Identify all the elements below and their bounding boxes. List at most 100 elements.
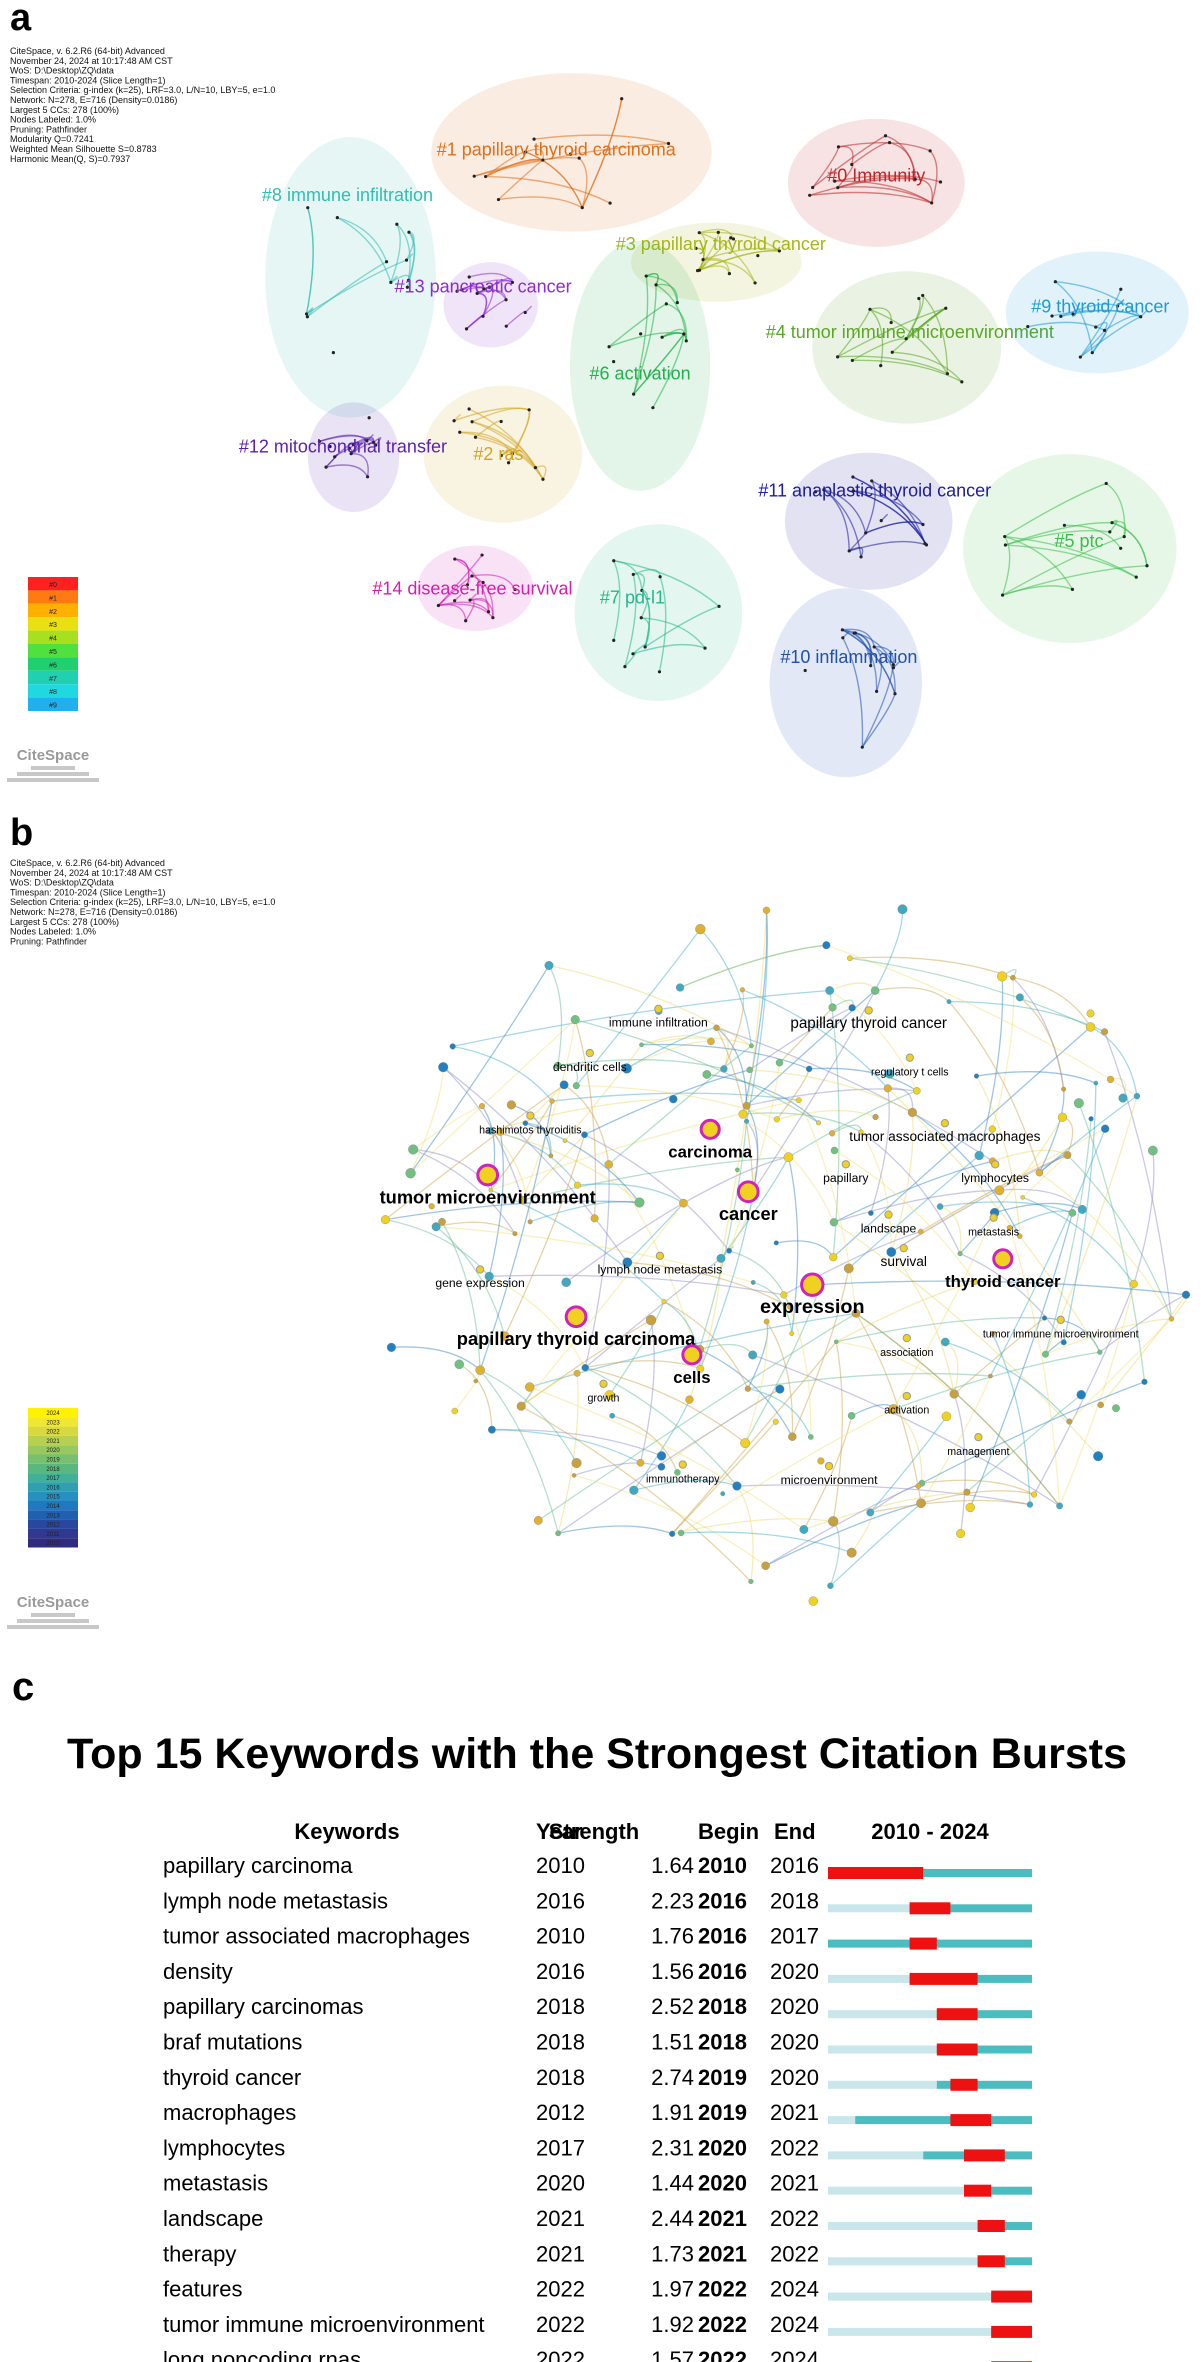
network-edge	[869, 1415, 947, 1513]
network-node	[604, 1160, 613, 1169]
end: 2020	[770, 1959, 819, 1984]
keyword-node	[841, 1160, 850, 1169]
cluster-node	[1071, 312, 1075, 316]
cluster-node	[608, 201, 612, 205]
cluster-node	[1078, 355, 1082, 359]
network-edge	[752, 990, 876, 1192]
cluster-label: #4 tumor immune microenvironment	[766, 322, 1054, 342]
legend-swatch	[28, 1510, 78, 1520]
info-line: Nodes Labeled: 1.0%	[10, 115, 96, 125]
network-edge	[641, 1043, 810, 1070]
burst-bar	[991, 2290, 1032, 2303]
keyword-label: tumor immune microenvironment	[983, 1329, 1139, 1341]
network-node	[872, 1113, 879, 1121]
network-node	[940, 1337, 950, 1347]
keyword-label: hashimotos thyroiditis	[479, 1124, 581, 1136]
cluster-edge	[319, 435, 375, 443]
network-node	[1031, 1491, 1038, 1498]
end: 2017	[770, 1924, 819, 1949]
cluster-node	[631, 572, 635, 577]
cluster-edge	[390, 223, 401, 283]
network-node	[916, 1498, 926, 1509]
cluster-edge	[1004, 535, 1074, 590]
cluster-edge	[661, 332, 687, 341]
network-edge	[835, 1281, 976, 1343]
network-edge	[520, 1202, 684, 1407]
cluster-node	[917, 296, 921, 301]
network-node	[629, 1485, 639, 1495]
network-edge	[522, 1019, 576, 1201]
strength: 1.92	[651, 2312, 694, 2337]
cluster-node	[639, 616, 643, 620]
cluster-node	[697, 231, 701, 235]
cluster-edge	[337, 216, 388, 262]
network-node	[789, 1331, 795, 1336]
cluster-node	[453, 599, 457, 603]
network-edge	[1044, 1118, 1092, 1355]
network-edge	[1019, 996, 1065, 1090]
cluster-edge	[1105, 482, 1126, 537]
strength: 2.44	[651, 2206, 694, 2231]
network-node	[516, 1401, 526, 1411]
cluster-node	[666, 141, 671, 146]
network-edge	[452, 989, 830, 1048]
cluster-node	[486, 610, 491, 614]
network-node	[963, 1488, 971, 1496]
network-edge	[728, 1062, 781, 1251]
cluster-node	[467, 275, 471, 279]
cluster-node	[872, 645, 876, 649]
keyword-label: papillary thyroid carcinoma	[457, 1328, 696, 1349]
network-node	[788, 1432, 797, 1441]
cluster-edge	[1005, 521, 1113, 546]
cluster-node	[1122, 535, 1126, 539]
network-edge	[410, 1067, 444, 1174]
timeline-active	[855, 2116, 1032, 2125]
legend-swatch	[28, 1463, 78, 1474]
network-edge	[688, 1258, 722, 1400]
cluster-edge	[1095, 321, 1108, 331]
network-node	[965, 1502, 975, 1513]
begin: 2018	[698, 1994, 747, 2019]
cluster-edge	[837, 309, 871, 358]
network-edge	[488, 1275, 586, 1368]
network-edge	[641, 1037, 752, 1047]
network-node	[834, 1339, 839, 1344]
cluster-node	[465, 583, 470, 587]
keyword-node	[992, 1248, 1014, 1270]
network-edge	[966, 1394, 1082, 1493]
legend-swatch	[28, 590, 78, 604]
cluster-edge	[1054, 281, 1093, 353]
cluster-edge	[468, 408, 544, 480]
info-line: Selection Criteria: g-index (k=25), LRF=…	[10, 897, 275, 907]
network-edge	[1063, 1083, 1097, 1343]
network-node	[609, 1412, 616, 1419]
network-node	[847, 1411, 856, 1420]
legend-swatch	[28, 1426, 78, 1436]
cluster-node	[1134, 575, 1138, 579]
network-node	[994, 1185, 1005, 1196]
network-edge	[746, 1088, 917, 1107]
year: 2020	[536, 2171, 585, 2196]
cluster-edge	[578, 157, 588, 208]
keyword: macrophages	[163, 2100, 296, 2125]
network-node	[748, 1350, 758, 1360]
keyword-node	[989, 1213, 998, 1222]
network-node	[720, 1491, 726, 1497]
begin: 2020	[698, 2135, 747, 2160]
info-line: Network: N=278, E=716 (Density=0.0186)	[10, 95, 177, 105]
network-node	[973, 1073, 980, 1079]
network-edge	[921, 1479, 1035, 1496]
network-edge	[834, 1149, 976, 1283]
network-edge	[491, 1429, 641, 1464]
network-edge	[661, 1388, 781, 1468]
network-edge	[520, 1319, 652, 1407]
timeline-before	[828, 2045, 937, 2054]
network-edge	[893, 1351, 1100, 1410]
cluster-node	[644, 274, 648, 278]
panel-label: a	[10, 0, 32, 39]
keyword: braf mutations	[163, 2030, 302, 2055]
keyword: density	[163, 1959, 233, 1984]
network-edge	[410, 965, 550, 1174]
cluster-edge	[1002, 565, 1148, 596]
